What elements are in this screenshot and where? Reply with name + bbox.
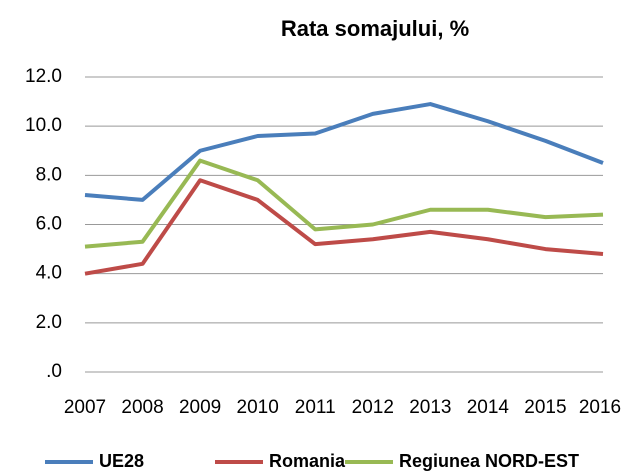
legend-label: UE28 (99, 451, 144, 471)
y-tick-label: 2.0 (36, 312, 62, 333)
y-tick-label: 10.0 (25, 115, 62, 136)
legend-label: Regiunea NORD-EST (399, 451, 579, 471)
x-tick-label: 2013 (409, 397, 451, 418)
x-tick-label: 2014 (467, 397, 510, 418)
y-tick-label: 6.0 (36, 214, 62, 235)
chart-title: Rata somajului, % (281, 16, 469, 41)
x-tick-label: 2009 (179, 397, 221, 418)
x-tick-label: 2015 (524, 397, 566, 418)
y-tick-label: 12.0 (25, 66, 62, 87)
x-tick-label: 2016 (579, 397, 621, 418)
y-tick-label: .0 (46, 361, 62, 382)
data-line (84, 102, 604, 202)
y-tick-label: 4.0 (36, 263, 62, 284)
legend-label: Romania (269, 451, 346, 471)
x-tick-label: 2011 (295, 397, 336, 418)
x-tick-label: 2012 (352, 397, 394, 418)
y-tick-label: 8.0 (36, 164, 62, 185)
x-tick-label: 2010 (237, 397, 279, 418)
x-tick-label: 2007 (64, 397, 106, 418)
x-tick-label: 2008 (121, 397, 163, 418)
data-line (84, 158, 604, 249)
data-line (84, 178, 604, 276)
